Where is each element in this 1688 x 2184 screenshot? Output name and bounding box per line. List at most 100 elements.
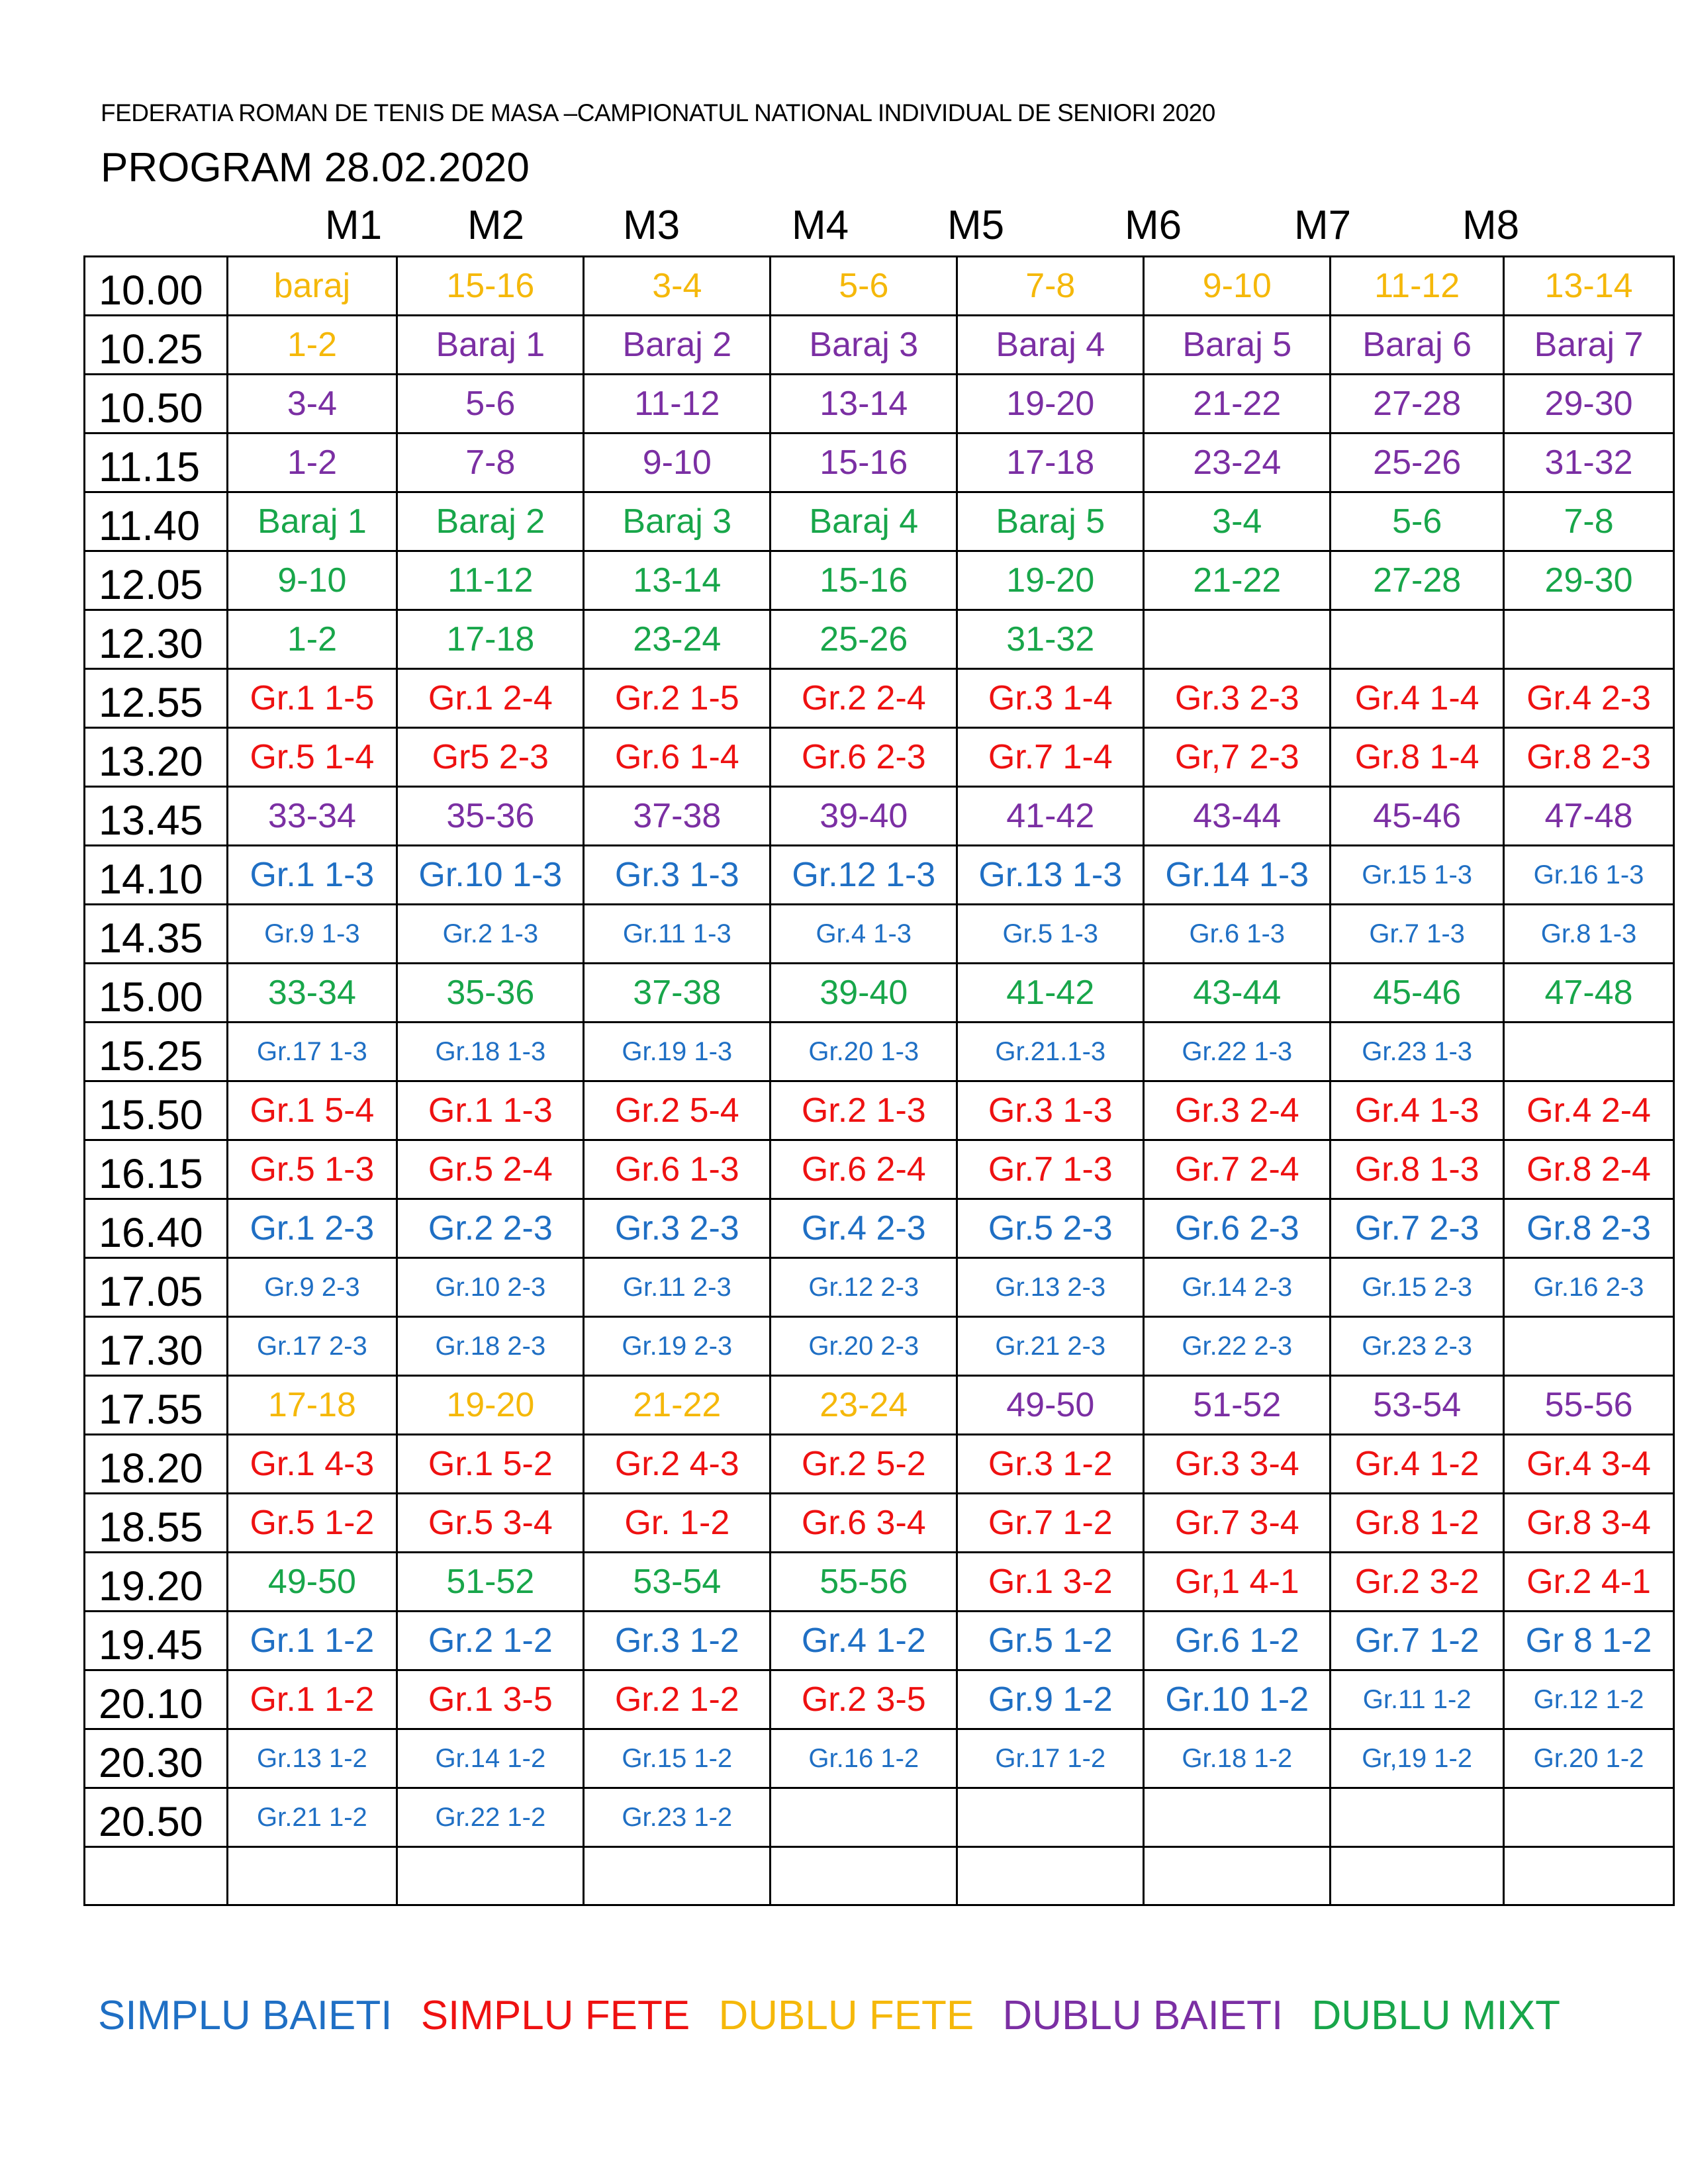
match-cell: Gr.13 2-3: [956, 1257, 1145, 1318]
time-cell: 17.05: [83, 1257, 228, 1318]
schedule-row: 16.15 Gr.5 1-3 Gr.5 2-4 Gr.6 1-3 Gr.6 2-4 Gr.…: [83, 1139, 1675, 1200]
match-cell: 23-24: [1143, 432, 1332, 493]
time-cell: 20.50: [83, 1787, 228, 1848]
match-cell: Gr.1 1-3: [396, 1080, 585, 1141]
match-cell: 55-56: [769, 1551, 959, 1612]
match-cell: Gr.14 1-3: [1143, 844, 1332, 905]
time-cell: 12.55: [83, 668, 228, 729]
match-cell: 5-6: [1329, 491, 1505, 552]
match-cell: Gr.12 1-2: [1503, 1669, 1675, 1730]
match-cell: Gr5 2-3: [396, 727, 585, 788]
schedule-row: 15.50 Gr.1 5-4 Gr.1 1-3 Gr.2 5-4 Gr.2 1-3 Gr.…: [83, 1080, 1675, 1141]
match-cell: Gr.6 1-2: [1143, 1610, 1332, 1671]
match-cell: 55-56: [1503, 1375, 1675, 1435]
match-cell: Gr.15 1-3: [1329, 844, 1505, 905]
schedule-row: 10.00 baraj 15-16 3-4 5-6 7-8 9-10 11-12 13-14: [83, 255, 1675, 316]
match-cell: Gr.6 1-3: [583, 1139, 772, 1200]
match-cell: Gr.5 1-4: [226, 727, 399, 788]
match-cell: Gr.6 2-3: [769, 727, 959, 788]
match-cell: Gr.22 2-3: [1143, 1316, 1332, 1377]
match-cell: Gr.7 2-3: [1329, 1198, 1505, 1259]
match-cell: 43-44: [1143, 786, 1332, 846]
match-cell: Gr.3 3-4: [1143, 1433, 1332, 1494]
match-cell: 13-14: [1503, 255, 1675, 316]
match-cell: Gr.17 1-3: [226, 1021, 399, 1082]
match-cell: Gr.10 2-3: [396, 1257, 585, 1318]
match-cell: [956, 1846, 1145, 1906]
match-cell: Gr.1 1-2: [226, 1610, 399, 1671]
match-cell: Gr.11 1-2: [1329, 1669, 1505, 1730]
match-cell: Gr.15 2-3: [1329, 1257, 1505, 1318]
time-cell: 15.50: [83, 1080, 228, 1141]
match-cell: Gr.3 1-2: [956, 1433, 1145, 1494]
schedule-row: 20.10 Gr.1 1-2 Gr.1 3-5 Gr.2 1-2 Gr.2 3-5 Gr.…: [83, 1669, 1675, 1730]
match-cell: Gr.2 3-5: [769, 1669, 959, 1730]
match-cell: Gr.5 2-4: [396, 1139, 585, 1200]
match-cell: 27-28: [1329, 373, 1505, 434]
match-cell: Gr.13 1-2: [226, 1728, 399, 1789]
match-cell: Gr.6 2-4: [769, 1139, 959, 1200]
schedule-row: 15.00 33-34 35-36 37-38 39-40 41-42 43-44 45-46…: [83, 962, 1675, 1023]
schedule-row: 15.25 Gr.17 1-3 Gr.18 1-3 Gr.19 1-3 Gr.20 1-…: [83, 1021, 1675, 1082]
match-cell: Gr.8 1-3: [1329, 1139, 1505, 1200]
match-cell: Gr.23 2-3: [1329, 1316, 1505, 1377]
match-cell: [1329, 609, 1505, 670]
match-cell: 17-18: [396, 609, 585, 670]
match-cell: 17-18: [956, 432, 1145, 493]
match-cell: Gr.18 2-3: [396, 1316, 585, 1377]
match-cell: Gr.10 1-3: [396, 844, 585, 905]
match-cell: Gr.2 1-2: [396, 1610, 585, 1671]
match-cell: Gr.21.1-3: [956, 1021, 1145, 1082]
match-cell: 1-2: [226, 432, 399, 493]
match-cell: Baraj 2: [583, 314, 772, 375]
match-cell: Gr.3 2-3: [1143, 668, 1332, 729]
match-cell: Gr.23 1-3: [1329, 1021, 1505, 1082]
time-cell: 17.55: [83, 1375, 228, 1435]
schedule-row: 17.55 17-18 19-20 21-22 23-24 49-50 51-52 53-54…: [83, 1375, 1675, 1435]
match-cell: [769, 1787, 959, 1848]
match-cell: [1329, 1787, 1505, 1848]
match-cell: Gr.6 3-4: [769, 1492, 959, 1553]
match-cell: Baraj 1: [396, 314, 585, 375]
match-cell: 5-6: [769, 255, 959, 316]
match-cell: Gr.4 1-2: [769, 1610, 959, 1671]
match-cell: Gr.7 2-4: [1143, 1139, 1332, 1200]
match-cell: Gr.23 1-2: [583, 1787, 772, 1848]
match-cell: Gr.4 1-4: [1329, 668, 1505, 729]
time-cell: 12.05: [83, 550, 228, 611]
match-cell: Baraj 5: [1143, 314, 1332, 375]
time-cell: 20.10: [83, 1669, 228, 1730]
match-cell: 15-16: [396, 255, 585, 316]
match-cell: Gr.10 1-2: [1143, 1669, 1332, 1730]
match-cell: Gr.4 2-3: [769, 1198, 959, 1259]
match-cell: Gr.5 2-3: [956, 1198, 1145, 1259]
match-cell: 35-36: [396, 786, 585, 846]
match-cell: Gr.11 2-3: [583, 1257, 772, 1318]
match-cell: Gr.4 1-2: [1329, 1433, 1505, 1494]
match-cell: Baraj 6: [1329, 314, 1505, 375]
match-cell: Gr.2 2-3: [396, 1198, 585, 1259]
legend-dublu-mixt: DUBLU MIXT: [1311, 1993, 1561, 2038]
match-cell: Baraj 1: [226, 491, 399, 552]
match-cell: Gr.19 1-3: [583, 1021, 772, 1082]
match-cell: Gr.17 2-3: [226, 1316, 399, 1377]
match-cell: Gr,19 1-2: [1329, 1728, 1505, 1789]
match-cell: Gr.1 1-2: [226, 1669, 399, 1730]
column-header-m8: M8: [1462, 203, 1520, 248]
match-cell: Baraj 4: [956, 314, 1145, 375]
match-cell: 31-32: [956, 609, 1145, 670]
match-cell: 37-38: [583, 786, 772, 846]
match-cell: 31-32: [1503, 432, 1675, 493]
schedule-row: 11.40 Baraj 1 Baraj 2 Baraj 3 Baraj 4 Baraj 5…: [83, 491, 1675, 552]
match-cell: Gr.14 1-2: [396, 1728, 585, 1789]
match-cell: Gr.2 2-4: [769, 668, 959, 729]
match-cell: 15-16: [769, 550, 959, 611]
time-cell: 11.15: [83, 432, 228, 493]
legend-dublu-fete: DUBLU FETE: [718, 1993, 974, 2038]
column-header-m2: M2: [467, 203, 525, 248]
match-cell: 39-40: [769, 786, 959, 846]
match-cell: Gr.8 2-3: [1503, 1198, 1675, 1259]
match-cell: Gr.2 1-5: [583, 668, 772, 729]
match-cell: Gr.17 1-2: [956, 1728, 1145, 1789]
time-cell: 17.30: [83, 1316, 228, 1377]
